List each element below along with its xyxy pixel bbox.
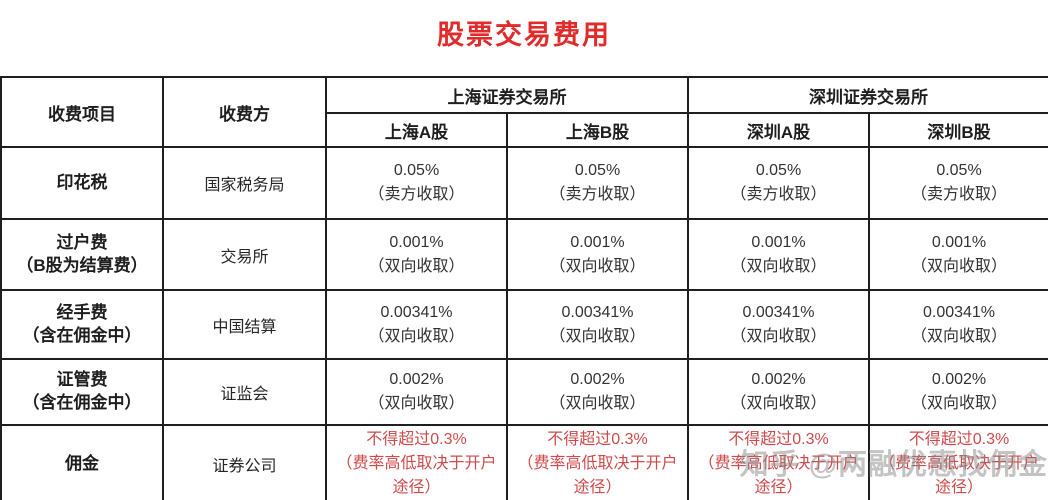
fee-note: （费率高低取决于开户途径） (336, 455, 497, 496)
fee-note: （双向收取） (549, 395, 646, 412)
fee-note: （双向收取） (910, 257, 1007, 275)
row-fee-item: 经手费 （含在佣金中） (0, 289, 164, 360)
fee-value: 0.002% (751, 371, 806, 388)
row-payee: 证监会 (162, 358, 327, 426)
fee-cell-shanghai-b: 不得超过0.3% （费率高低取决于开户途径） (506, 424, 689, 500)
header-payee: 收费方 (162, 76, 327, 148)
row-fee-item: 印花税 (0, 146, 164, 220)
fee-note: （卖方收取） (910, 186, 1007, 203)
fee-cell-shanghai-a: 0.00341% （双向收取） (325, 289, 508, 360)
fee-note: （卖方收取） (549, 186, 646, 203)
fee-cell-shenzhen-b: 0.00341% （双向收取） (868, 289, 1048, 360)
fee-cell-shanghai-b: 0.00341% （双向收取） (506, 289, 689, 360)
page-title: 股票交易费用 (437, 20, 611, 50)
row-payee: 交易所 (162, 218, 327, 291)
fee-value: 0.05% (393, 162, 440, 179)
row-fee-item: 过户费 （B股为结算费） (0, 218, 164, 291)
fee-cell-shenzhen-b: 0.05% （卖方收取） (868, 146, 1048, 220)
fee-note: （双向收取） (549, 257, 646, 275)
fee-value: 不得超过0.3% (547, 431, 648, 448)
fee-table: 收费项目 收费方 上海证券交易所 深圳证券交易所 上海A股 上海B股 深圳A股 … (0, 76, 1048, 500)
fee-cell-shenzhen-b: 0.001% （双向收取） (868, 218, 1048, 291)
row-fee-item: 证管费 （含在佣金中） (0, 358, 164, 426)
fee-cell-shanghai-a: 不得超过0.3% （费率高低取决于开户途径） (325, 424, 508, 500)
table-row-commission: 佣金 证券公司 不得超过0.3% （费率高低取决于开户途径） 不得超过0.3% … (0, 424, 1048, 500)
header-shenzhen-exchange: 深圳证券交易所 (687, 76, 1048, 114)
fee-value: 0.05% (755, 162, 802, 179)
fee-cell-shanghai-a: 0.002% （双向收取） (325, 358, 508, 426)
fee-note: （费率高低取决于开户途径） (698, 455, 859, 496)
fee-cell-shanghai-a: 0.05% （卖方收取） (325, 146, 508, 220)
fee-cell-shanghai-a: 0.001% （双向收取） (325, 218, 508, 291)
fee-note: （双向收取） (730, 257, 827, 275)
fee-note: （双向收取） (730, 327, 827, 345)
fee-value: 0.00341% (922, 303, 996, 321)
fee-value: 0.00341% (742, 303, 815, 321)
fee-value: 0.001% (931, 233, 987, 251)
fee-value: 0.001% (751, 233, 806, 251)
header-shanghai-exchange: 上海证券交易所 (325, 76, 689, 114)
fee-note: （双向收取） (549, 327, 646, 345)
fee-cell-shanghai-b: 0.002% （双向收取） (506, 358, 689, 426)
fee-cell-shenzhen-a: 0.001% （双向收取） (687, 218, 870, 291)
fee-note: （费率高低取决于开户途径） (878, 455, 1039, 496)
header-row-exchanges: 收费项目 收费方 上海证券交易所 深圳证券交易所 (0, 76, 1048, 148)
fee-value: 0.001% (389, 233, 444, 251)
header-shenzhen-a: 深圳A股 (687, 112, 870, 148)
fee-note: （双向收取） (910, 395, 1007, 412)
fee-cell-shenzhen-a: 0.00341% （双向收取） (687, 289, 870, 360)
table-row-handling-fee: 经手费 （含在佣金中） 中国结算 0.00341% （双向收取） 0.00341… (0, 289, 1048, 360)
fee-value: 不得超过0.3% (908, 431, 1010, 448)
fee-value: 0.00341% (561, 303, 634, 321)
fee-value: 不得超过0.3% (728, 431, 829, 448)
row-payee: 证券公司 (162, 424, 327, 500)
fee-cell-shenzhen-a: 不得超过0.3% （费率高低取决于开户途径） (687, 424, 870, 500)
fee-note: （双向收取） (910, 327, 1007, 345)
fee-value: 0.002% (389, 371, 444, 388)
header-shenzhen-b: 深圳B股 (868, 112, 1048, 148)
header-shanghai-b: 上海B股 (506, 112, 689, 148)
table-row-regulatory-fee: 证管费 （含在佣金中） 证监会 0.002% （双向收取） 0.002% （双向… (0, 358, 1048, 426)
fee-cell-shenzhen-b: 0.002% （双向收取） (868, 358, 1048, 426)
fee-value: 0.05% (574, 162, 621, 179)
fee-value: 0.05% (936, 162, 982, 179)
row-payee: 中国结算 (162, 289, 327, 360)
fee-cell-shanghai-b: 0.05% （卖方收取） (506, 146, 689, 220)
fee-note: （卖方收取） (730, 186, 827, 203)
fee-note: （双向收取） (730, 395, 827, 412)
fee-value: 不得超过0.3% (366, 431, 467, 448)
table-row-stamp-tax: 印花税 国家税务局 0.05% （卖方收取） 0.05% （卖方收取） 0.05… (0, 146, 1048, 220)
fee-value: 0.002% (570, 371, 625, 388)
fee-value: 0.001% (570, 233, 625, 251)
table-row-transfer-fee: 过户费 （B股为结算费） 交易所 0.001% （双向收取） 0.001% （双… (0, 218, 1048, 291)
row-payee: 国家税务局 (162, 146, 327, 220)
fee-value: 0.002% (931, 371, 987, 388)
row-fee-item: 佣金 (0, 424, 164, 500)
fee-cell-shenzhen-b: 不得超过0.3% （费率高低取决于开户途径） (868, 424, 1048, 500)
fee-cell-shenzhen-a: 0.05% （卖方收取） (687, 146, 870, 220)
header-shanghai-a: 上海A股 (325, 112, 508, 148)
fee-note: （双向收取） (368, 395, 465, 412)
fee-note: （双向收取） (368, 257, 465, 275)
header-row-boards: 上海A股 上海B股 深圳A股 深圳B股 (1, 112, 1048, 148)
fee-note: （费率高低取决于开户途径） (517, 455, 678, 496)
fee-cell-shanghai-b: 0.001% （双向收取） (506, 218, 689, 291)
fee-cell-shenzhen-a: 0.002% （双向收取） (687, 358, 870, 426)
fee-note: （双向收取） (368, 327, 465, 345)
fee-value: 0.00341% (380, 303, 453, 321)
header-fee-item: 收费项目 (0, 76, 164, 148)
fee-note: （卖方收取） (368, 186, 465, 203)
